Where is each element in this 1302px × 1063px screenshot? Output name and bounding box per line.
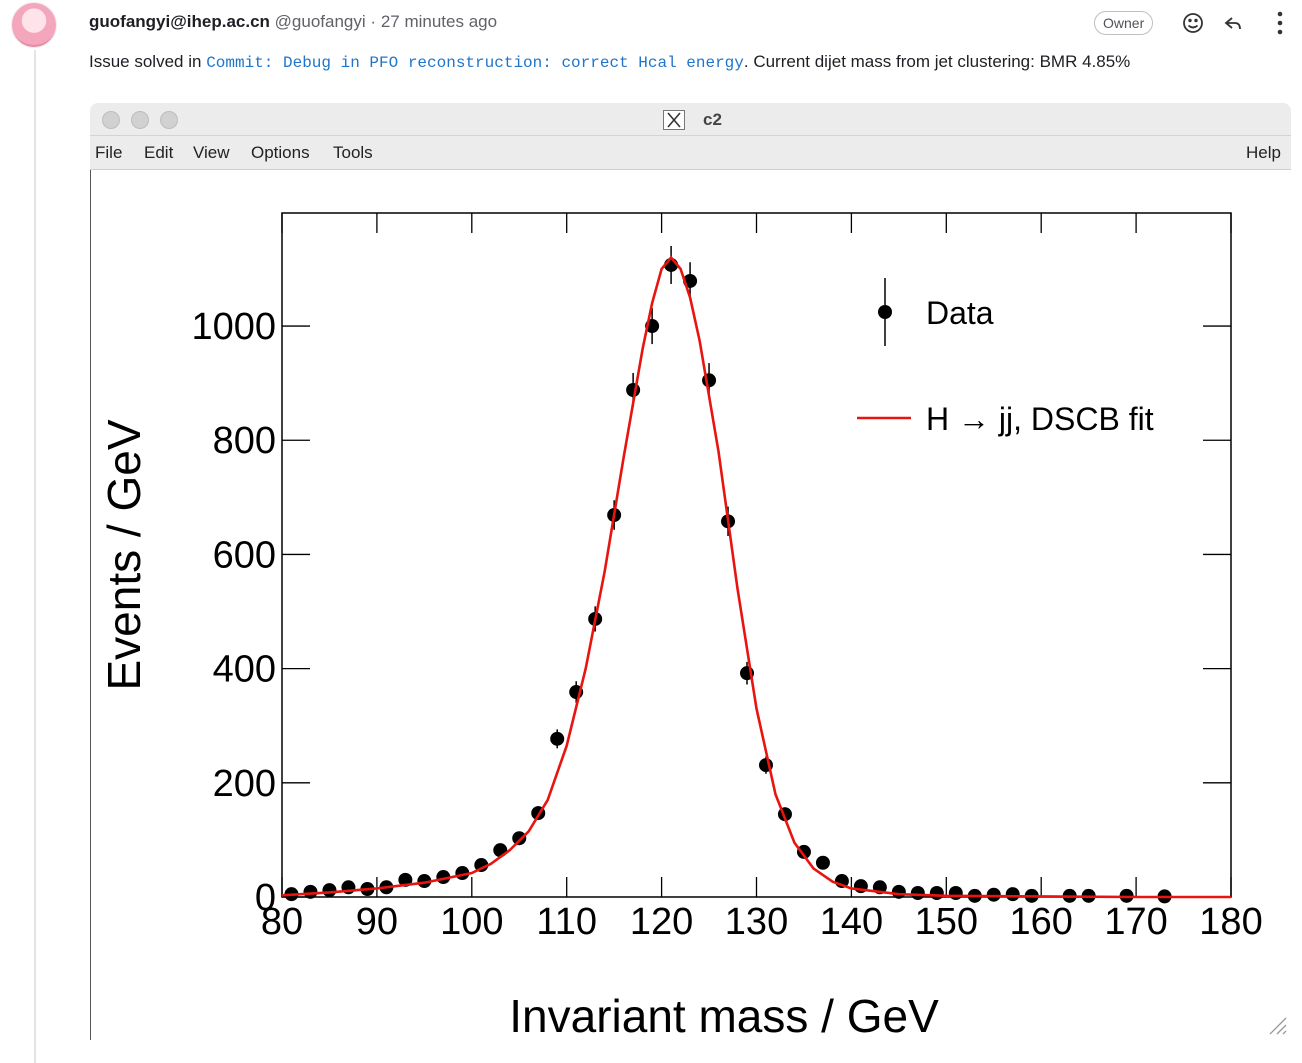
avatar[interactable] xyxy=(11,2,57,48)
x-axis-label: Invariant mass / GeV xyxy=(509,990,939,1042)
menu-item[interactable]: View xyxy=(193,143,230,162)
close-button[interactable] xyxy=(102,111,120,129)
menu-item[interactable]: File xyxy=(95,143,123,162)
y-tick-label: 400 xyxy=(213,649,276,691)
comment-body: Issue solved in Commit: Debug in PFO rec… xyxy=(89,47,1259,78)
fit-curve xyxy=(281,255,1231,899)
timestamp[interactable]: 27 minutes ago xyxy=(380,12,498,31)
chart: Invariant mass / GeV Events / GeV 80 90 10… xyxy=(90,170,1263,1042)
x-tick-label: 160 xyxy=(1009,901,1072,943)
data-point xyxy=(626,382,641,397)
menu-item[interactable]: Tools xyxy=(333,143,373,162)
x-tick-label: 120 xyxy=(630,901,693,943)
x-tick-label: 110 xyxy=(536,901,597,943)
menu-item[interactable]: Help xyxy=(1246,143,1281,162)
y-tick-label: 1000 xyxy=(191,306,276,348)
data-point xyxy=(322,883,337,898)
text: . Current dijet mass from jet clustering… xyxy=(743,52,1131,71)
data-point xyxy=(910,886,925,901)
x-tick-label: 130 xyxy=(725,901,788,943)
data-point xyxy=(550,731,565,746)
emoji-button[interactable] xyxy=(1183,13,1203,33)
data-point xyxy=(891,884,906,899)
menu-item[interactable]: Options xyxy=(251,143,310,162)
data-point xyxy=(512,831,527,846)
data-point xyxy=(417,874,432,889)
x-tick-label: 90 xyxy=(356,901,398,943)
y-axis-label: Events / GeV xyxy=(98,419,150,690)
comment-header: guofangyi@ihep.ac.cn @guofangyi · 27 min… xyxy=(89,12,497,32)
x-tick-label: 100 xyxy=(440,901,503,943)
y-tick-label: 0 xyxy=(255,877,276,919)
plot-frame xyxy=(281,212,1232,898)
data-point xyxy=(796,844,811,859)
role-badge: Owner xyxy=(1094,11,1154,35)
data-point xyxy=(303,884,318,899)
data-point xyxy=(929,886,944,901)
menu-bar: File Edit View Options Tools Help xyxy=(90,136,1291,170)
legend-label: Data xyxy=(926,295,994,331)
window-title: c2 xyxy=(703,110,722,129)
x-tick-label: 80 xyxy=(261,901,303,943)
minimize-button[interactable] xyxy=(131,111,149,129)
legend-swatch xyxy=(878,305,892,319)
separator: · xyxy=(370,12,377,31)
reply-button[interactable] xyxy=(1224,17,1241,30)
commit-link[interactable]: Commit: Debug in PFO reconstruction: cor… xyxy=(206,54,744,72)
y-tick-label: 200 xyxy=(213,763,276,805)
x-tick-label: 150 xyxy=(915,901,978,943)
resize-grip[interactable] xyxy=(1266,1014,1288,1036)
more-button[interactable] xyxy=(1277,11,1283,35)
menu-item[interactable]: Edit xyxy=(144,143,174,162)
comment-actions xyxy=(1183,11,1283,35)
root-canvas-window: c2 File Edit View Options Tools Help Inv… xyxy=(90,103,1291,1063)
x-tick-label: 180 xyxy=(1199,901,1262,943)
x-tick-label: 140 xyxy=(820,901,883,943)
x-tick-label: 170 xyxy=(1104,901,1167,943)
data-point xyxy=(986,887,1001,902)
data-point xyxy=(474,858,489,873)
text: Issue solved in xyxy=(89,52,202,71)
y-tick-label: 800 xyxy=(213,420,276,462)
thread-line xyxy=(34,50,36,1063)
data-point xyxy=(948,886,963,901)
data-point xyxy=(1005,887,1020,902)
handle[interactable]: @guofangyi xyxy=(274,12,366,31)
zoom-button[interactable] xyxy=(160,111,178,129)
author[interactable]: guofangyi@ihep.ac.cn xyxy=(89,12,270,31)
data-point xyxy=(702,373,717,388)
y-tick-label: 600 xyxy=(213,534,276,576)
x-icon xyxy=(663,110,685,130)
legend-label: H → jj, DSCB fit xyxy=(926,401,1154,437)
data-point xyxy=(815,855,830,870)
title-bar: c2 xyxy=(90,103,1291,136)
